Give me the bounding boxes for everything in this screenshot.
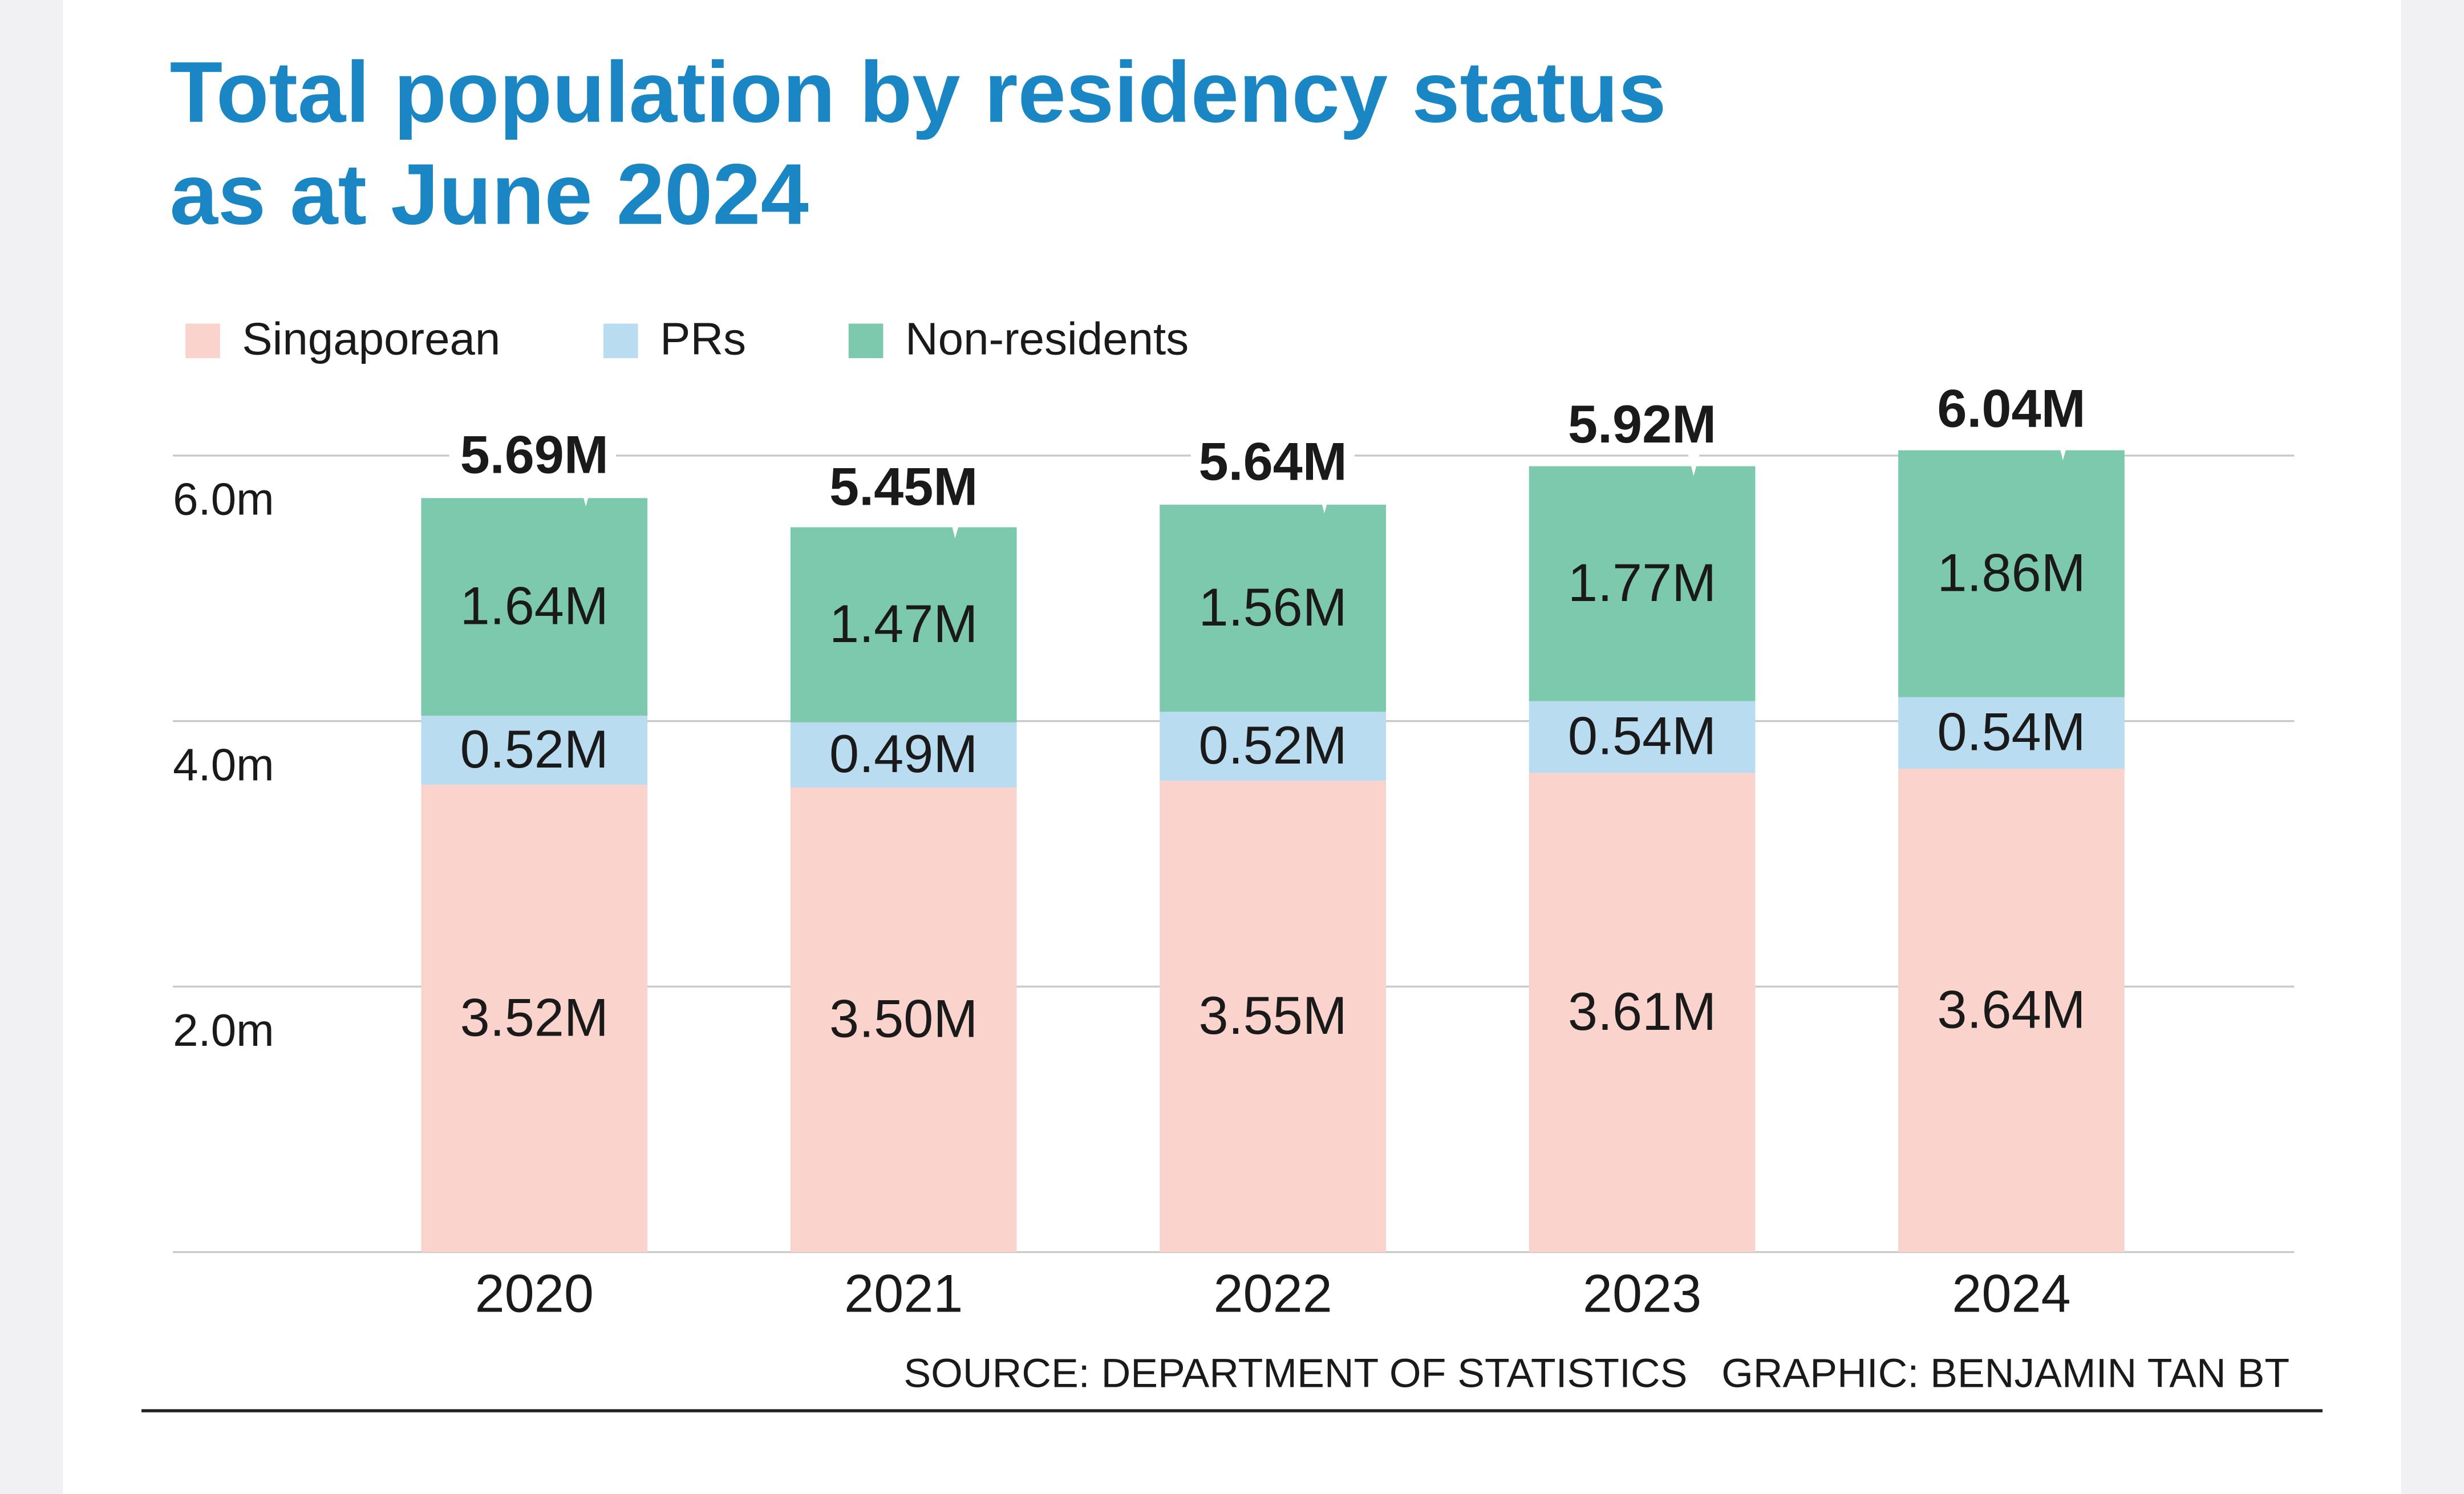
bar-segment — [1529, 466, 1756, 701]
total-label: 6.04M — [1937, 378, 2085, 438]
value-label: 1.47M — [829, 594, 978, 653]
value-label: 0.49M — [829, 724, 978, 783]
value-label: 0.52M — [1198, 715, 1347, 775]
bar-segment — [421, 716, 648, 785]
y-tick-label: 4.0m — [173, 739, 274, 790]
chart-title: as at June 2024 — [170, 147, 809, 243]
bar-segment — [1898, 697, 2125, 769]
total-label: 5.64M — [1198, 431, 1347, 491]
bar-segment — [1529, 773, 1756, 1252]
bar-segment — [1529, 701, 1756, 773]
total-label: 5.69M — [460, 425, 609, 485]
legend-swatch — [603, 323, 638, 359]
legend-label: Singaporean — [242, 314, 500, 364]
value-label: 3.52M — [460, 987, 609, 1047]
y-tick-label: 2.0m — [173, 1005, 274, 1055]
value-label: 1.64M — [460, 576, 609, 636]
value-label: 3.50M — [829, 989, 978, 1049]
value-label: 0.52M — [460, 719, 609, 779]
chart-title: Total population by residency status — [170, 44, 1667, 141]
x-tick-label: 2022 — [1213, 1263, 1332, 1323]
value-label: 3.64M — [1937, 979, 2085, 1039]
bar-segment — [1898, 450, 2125, 697]
bar-segment — [790, 787, 1017, 1252]
bar-segment — [1160, 505, 1386, 712]
value-label: 0.54M — [1568, 706, 1716, 766]
total-label: 5.45M — [829, 457, 978, 517]
x-tick-label: 2021 — [844, 1263, 963, 1323]
legend-swatch — [848, 323, 884, 359]
value-label: 1.86M — [1937, 542, 2085, 602]
bar-segment — [421, 498, 648, 716]
value-label: 1.56M — [1198, 577, 1347, 637]
bar-segment — [421, 785, 648, 1252]
legend-swatch — [185, 323, 220, 359]
legend-label: Non-residents — [905, 314, 1189, 364]
value-label: 3.61M — [1568, 981, 1716, 1041]
value-label: 1.77M — [1568, 553, 1716, 612]
bar-segment — [1160, 712, 1386, 781]
bar-segment — [790, 527, 1017, 722]
x-tick-label: 2020 — [475, 1263, 594, 1323]
y-tick-label: 6.0m — [173, 474, 274, 525]
x-tick-label: 2023 — [1583, 1263, 1701, 1323]
source-note: SOURCE: DEPARTMENT OF STATISTICS GRAPHIC… — [903, 1350, 2289, 1396]
bar-segment — [790, 722, 1017, 787]
x-tick-label: 2024 — [1952, 1263, 2070, 1323]
bar-segment — [1160, 781, 1386, 1252]
value-label: 3.55M — [1198, 985, 1347, 1045]
legend-label: PRs — [660, 314, 746, 364]
bar-segment — [1898, 769, 2125, 1252]
value-label: 0.54M — [1937, 702, 2085, 762]
total-label: 5.92M — [1568, 394, 1716, 454]
